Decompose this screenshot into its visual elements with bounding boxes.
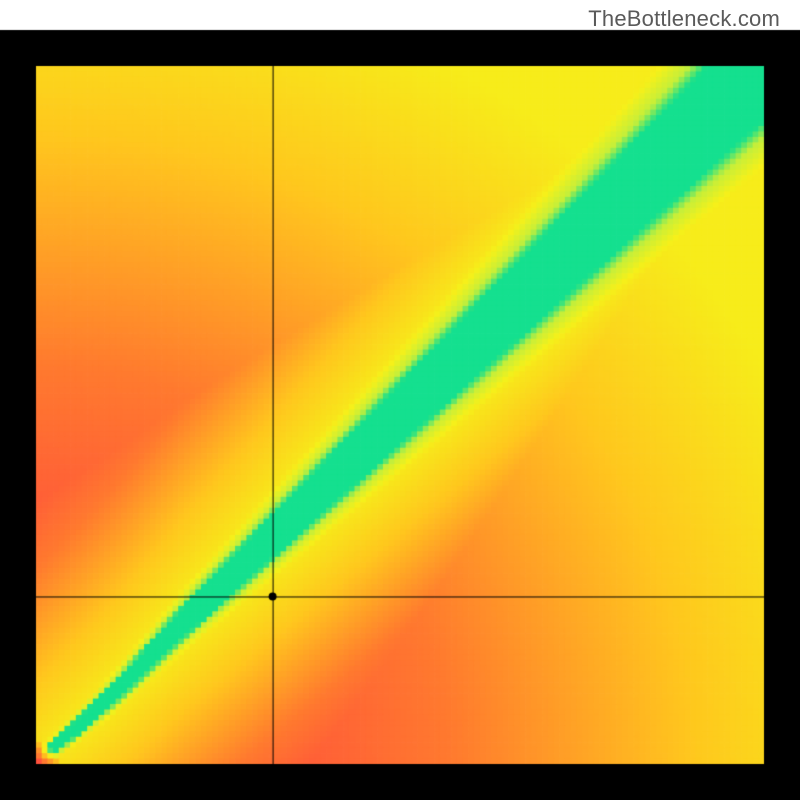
heatmap-canvas [0, 0, 800, 800]
chart-container: TheBottleneck.com [0, 0, 800, 800]
watermark-text: TheBottleneck.com [588, 6, 780, 32]
